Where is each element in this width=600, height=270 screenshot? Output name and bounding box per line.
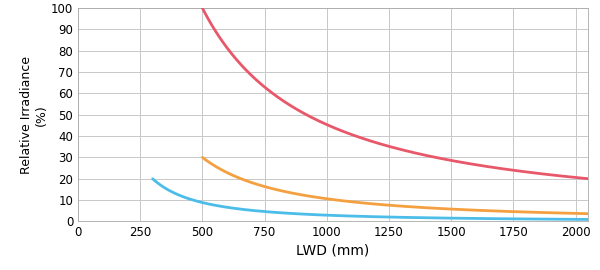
X-axis label: LWD (mm): LWD (mm)	[296, 244, 370, 257]
Y-axis label: Relative Irradiance
(%): Relative Irradiance (%)	[20, 56, 48, 174]
